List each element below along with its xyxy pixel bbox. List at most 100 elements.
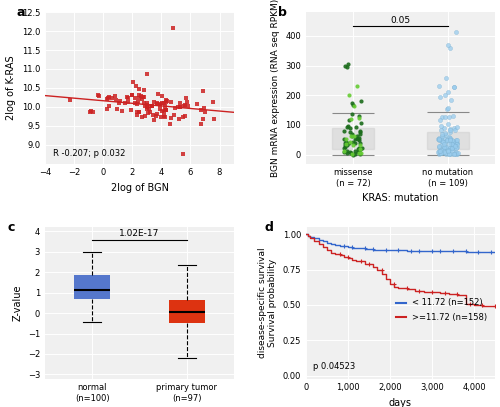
- Point: [442, 137, 450, 143]
- Point: [440, 135, 448, 142]
- Point: [434, 136, 442, 142]
- Point: [450, 83, 458, 90]
- Point: [358, 144, 366, 151]
- Point: [436, 123, 444, 129]
- Point: [150, 99, 158, 105]
- Point: [200, 116, 207, 122]
- Point: [452, 28, 460, 35]
- Point: [128, 92, 136, 98]
- Point: [146, 103, 154, 109]
- Point: [200, 109, 208, 115]
- Point: [452, 144, 460, 151]
- Point: [346, 129, 354, 135]
- Point: [350, 103, 358, 109]
- Point: [340, 145, 348, 151]
- Point: [340, 149, 348, 155]
- Point: [452, 151, 460, 158]
- Point: [349, 151, 357, 158]
- Point: [450, 84, 458, 91]
- Point: [152, 112, 160, 119]
- Point: [442, 74, 450, 81]
- Point: [118, 108, 126, 114]
- Point: [157, 114, 165, 121]
- Point: [439, 139, 447, 145]
- Point: [354, 83, 362, 90]
- Point: [355, 145, 363, 152]
- Point: [197, 121, 205, 127]
- Point: [434, 83, 442, 89]
- Point: [450, 144, 458, 151]
- Point: [448, 141, 456, 148]
- Point: [356, 131, 364, 137]
- Point: [150, 116, 158, 123]
- Point: [140, 86, 148, 93]
- Point: [452, 138, 460, 145]
- Point: [156, 106, 164, 112]
- Point: [340, 148, 348, 155]
- Point: [446, 137, 454, 143]
- Point: [450, 151, 458, 158]
- Point: [179, 151, 187, 158]
- PathPatch shape: [169, 300, 205, 323]
- Point: [142, 104, 150, 111]
- Point: [182, 94, 190, 101]
- Point: [200, 104, 208, 111]
- Point: [355, 115, 363, 122]
- X-axis label: KRAS: mutation: KRAS: mutation: [362, 193, 438, 204]
- Point: [453, 141, 461, 148]
- X-axis label: 2log of BGN: 2log of BGN: [110, 183, 168, 193]
- Point: [170, 112, 177, 118]
- Point: [128, 91, 136, 98]
- Point: [134, 98, 142, 105]
- Point: [341, 142, 349, 149]
- Point: [160, 109, 168, 116]
- Point: [342, 136, 349, 142]
- Point: [442, 144, 450, 151]
- Point: [153, 101, 161, 107]
- Point: [130, 79, 138, 85]
- Point: [438, 130, 446, 137]
- Point: [140, 100, 148, 107]
- Point: [134, 112, 141, 118]
- Point: [356, 112, 364, 119]
- Point: [356, 129, 364, 136]
- Y-axis label: disease-specific survival
Survival probability: disease-specific survival Survival proba…: [258, 247, 277, 358]
- Point: [435, 135, 443, 142]
- Point: [446, 140, 454, 147]
- Y-axis label: BGN mRNA expression (RNA seq RPKM): BGN mRNA expression (RNA seq RPKM): [270, 0, 280, 177]
- Point: [169, 25, 177, 32]
- Point: [66, 96, 74, 103]
- Text: p 0.04523: p 0.04523: [314, 362, 356, 372]
- Point: [139, 94, 147, 101]
- Point: [156, 101, 164, 108]
- Point: [348, 116, 356, 122]
- Point: [356, 145, 364, 152]
- Point: [340, 128, 347, 135]
- Point: [448, 145, 456, 152]
- Point: [351, 151, 359, 158]
- Point: [168, 99, 175, 105]
- Point: [162, 97, 170, 104]
- Bar: [332, 128, 374, 149]
- Point: [436, 149, 444, 156]
- Point: [355, 147, 363, 154]
- Point: [135, 109, 143, 116]
- Point: [450, 151, 458, 157]
- Point: [356, 146, 364, 152]
- Point: [357, 150, 365, 156]
- Point: [436, 143, 444, 149]
- Point: [444, 151, 452, 157]
- Point: [148, 102, 156, 109]
- Point: [444, 106, 452, 112]
- Point: [135, 92, 143, 98]
- Point: [149, 112, 157, 118]
- Point: [94, 92, 102, 98]
- Point: [438, 147, 446, 153]
- Point: [446, 127, 454, 133]
- Point: [132, 83, 140, 90]
- Point: [340, 136, 347, 142]
- Point: [160, 103, 168, 109]
- Point: [346, 149, 354, 155]
- Point: [450, 125, 458, 131]
- Point: [199, 88, 207, 94]
